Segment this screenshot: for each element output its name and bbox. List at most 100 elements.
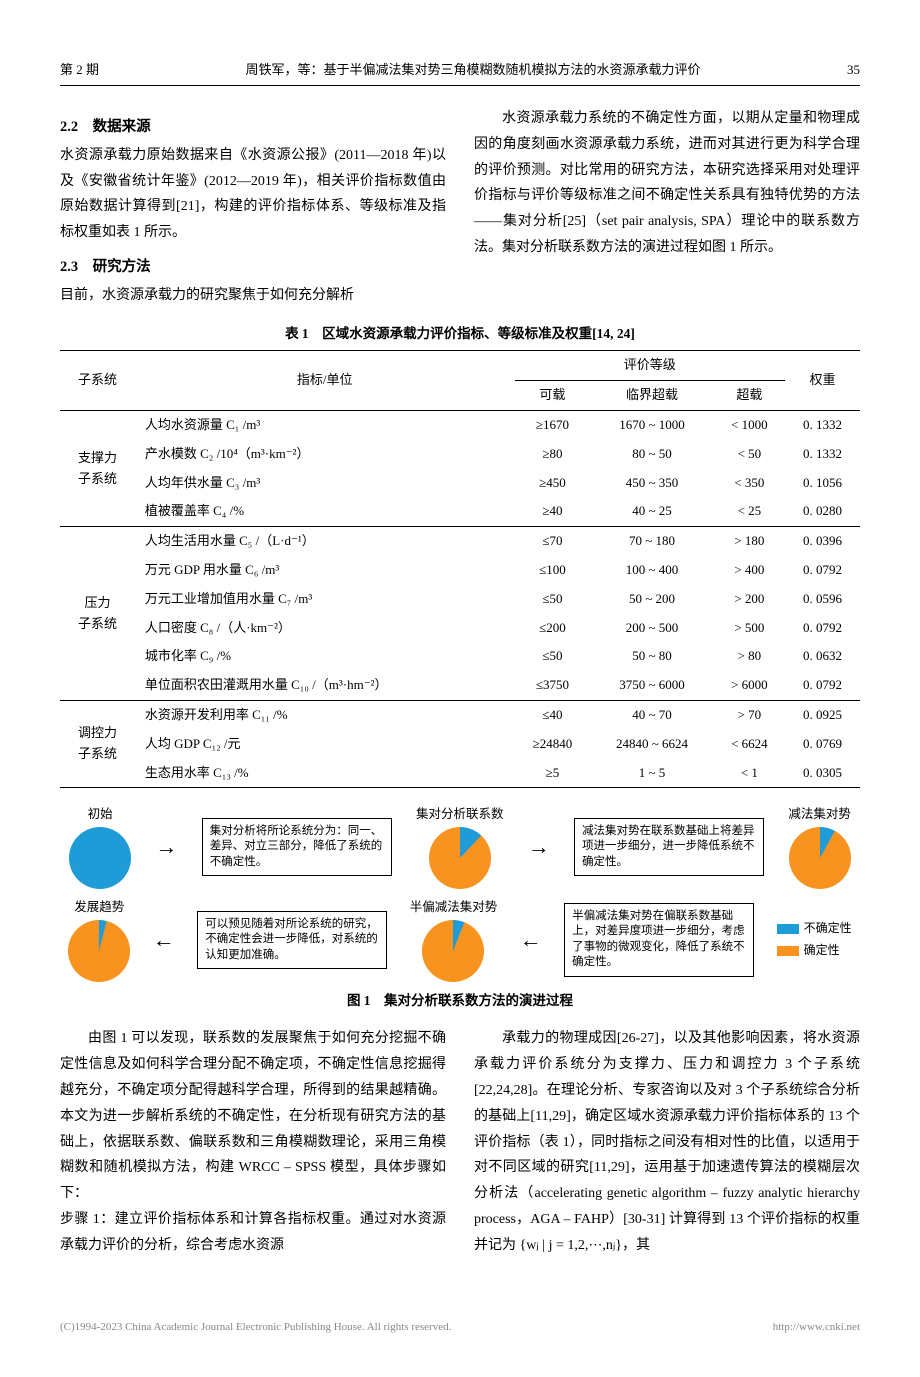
indicator-cell: 人均年供水量 C₃ /m³ [135, 469, 515, 498]
indicator-cell: 人均 GDP C₁₂ /元 [135, 730, 515, 759]
left-body: 由图 1 可以发现，联系数的发展聚焦于如何充分挖掘不确定性信息及如何科学合理分配… [60, 1026, 446, 1259]
section-22-head: 2.2 数据来源 [60, 114, 446, 141]
grade3-cell: < 350 [714, 469, 785, 498]
grade3-cell: < 25 [714, 497, 785, 526]
callout-2: 减法集对势在联系数基础上将差异项进一步细分，进一步降低系统不确定性。 [574, 818, 764, 877]
grade3-cell: > 80 [714, 642, 785, 671]
weight-cell: 0. 0792 [785, 671, 860, 700]
weight-cell: 0. 0925 [785, 701, 860, 730]
weight-cell: 0. 0792 [785, 614, 860, 643]
section-23-head: 2.3 研究方法 [60, 254, 446, 281]
indicator-cell: 单位面积农田灌溉用水量 C₁₀ /（m³·hm⁻²） [135, 671, 515, 700]
grade3-cell: < 6624 [714, 730, 785, 759]
pie-trend: 发展趋势 [68, 897, 130, 982]
weight-cell: 0. 1332 [785, 440, 860, 469]
pie-chart-icon [69, 827, 131, 889]
subsystem-cell: 支撑力子系统 [60, 411, 135, 527]
grade3-cell: > 180 [714, 527, 785, 556]
weight-cell: 0. 1332 [785, 411, 860, 440]
indicator-cell: 人均水资源量 C₁ /m³ [135, 411, 515, 440]
table-row: 人口密度 C₈ /（人·km⁻²）≤200200 ~ 500> 5000. 07… [60, 614, 860, 643]
grade1-cell: ≤40 [515, 701, 591, 730]
indicator-cell: 人均生活用水量 C₅ /（L·d⁻¹） [135, 527, 515, 556]
grade2-cell: 24840 ~ 6624 [590, 730, 713, 759]
grade3-cell: > 6000 [714, 671, 785, 700]
grade2-cell: 100 ~ 400 [590, 556, 713, 585]
table-row: 压力子系统人均生活用水量 C₅ /（L·d⁻¹）≤7070 ~ 180> 180… [60, 527, 860, 556]
th-weight: 权重 [785, 351, 860, 411]
grade2-cell: 50 ~ 200 [590, 585, 713, 614]
grade1-cell: ≥80 [515, 440, 591, 469]
grade1-cell: ≤70 [515, 527, 591, 556]
table-row: 人均 GDP C₁₂ /元≥2484024840 ~ 6624< 66240. … [60, 730, 860, 759]
weight-cell: 0. 0305 [785, 759, 860, 788]
grade2-cell: 200 ~ 500 [590, 614, 713, 643]
weight-cell: 0. 0792 [785, 556, 860, 585]
page-header: 第 2 期 周铁军，等：基于半偏减法集对势三角模糊数随机模拟方法的水资源承载力评… [60, 60, 860, 86]
grade2-cell: 3750 ~ 6000 [590, 671, 713, 700]
weight-cell: 0. 0769 [785, 730, 860, 759]
grade3-cell: < 1 [714, 759, 785, 788]
section-22-body: 水资源承载力原始数据来自《水资源公报》(2011—2018 年)以及《安徽省统计… [60, 148, 446, 241]
grade1-cell: ≥24840 [515, 730, 591, 759]
grade2-cell: 50 ~ 80 [590, 642, 713, 671]
right-column: 水资源承载力系统的不确定性方面，以期从定量和物理成因的角度刻画水资源承载力系统，… [474, 106, 860, 309]
pie-chart-icon [68, 920, 130, 982]
pie-half: 半偏减法集对势 [410, 897, 498, 982]
copyright: (C)1994-2023 China Academic Journal Elec… [60, 1319, 451, 1337]
th-g3: 超载 [714, 381, 785, 411]
grade1-cell: ≤200 [515, 614, 591, 643]
grade1-cell: ≥450 [515, 469, 591, 498]
grade3-cell: > 200 [714, 585, 785, 614]
table-row: 万元工业增加值用水量 C₇ /m³≤5050 ~ 200> 2000. 0596 [60, 585, 860, 614]
weight-cell: 0. 0632 [785, 642, 860, 671]
right-body: 承载力的物理成因[26-27]，以及其他影响因素，将水资源承载力评价系统分为支撑… [474, 1026, 860, 1259]
grade2-cell: 450 ~ 350 [590, 469, 713, 498]
grade2-cell: 1 ~ 5 [590, 759, 713, 788]
grade3-cell: < 1000 [714, 411, 785, 440]
table-row: 生态用水率 C₁₃ /%≥51 ~ 5< 10. 0305 [60, 759, 860, 788]
swatch-icon [777, 924, 799, 934]
pie-initial: 初始 [69, 804, 131, 889]
indicator-cell: 人口密度 C₈ /（人·km⁻²） [135, 614, 515, 643]
pie-chart-icon [789, 827, 851, 889]
table-row: 单位面积农田灌溉用水量 C₁₀ /（m³·hm⁻²）≤37503750 ~ 60… [60, 671, 860, 700]
left-column: 2.2 数据来源 水资源承载力原始数据来自《水资源公报》(2011—2018 年… [60, 106, 446, 309]
pie-spa: 集对分析联系数 [416, 804, 504, 889]
figure-legend: 不确定性 确定性 [777, 919, 852, 960]
table-row: 植被覆盖率 C₄ /%≥4040 ~ 25< 250. 0280 [60, 497, 860, 526]
page-number: 35 [847, 60, 860, 81]
grade2-cell: 40 ~ 25 [590, 497, 713, 526]
weight-cell: 0. 1056 [785, 469, 860, 498]
grade1-cell: ≥40 [515, 497, 591, 526]
intro-columns: 2.2 数据来源 水资源承载力原始数据来自《水资源公报》(2011—2018 年… [60, 106, 860, 309]
figure-1: 初始 → 集对分析将所论系统分为：同一、差异、对立三部分，降低了系统的不确定性。… [60, 804, 860, 982]
indicator-cell: 水资源开发利用率 C₁₁ /% [135, 701, 515, 730]
footer-url: http://www.cnki.net [773, 1319, 860, 1337]
th-subsystem: 子系统 [60, 351, 135, 411]
grade1-cell: ≤50 [515, 642, 591, 671]
grade2-cell: 70 ~ 180 [590, 527, 713, 556]
pie-chart-icon [429, 827, 491, 889]
grade2-cell: 1670 ~ 1000 [590, 411, 713, 440]
table-row: 人均年供水量 C₃ /m³≥450450 ~ 350< 3500. 1056 [60, 469, 860, 498]
indicator-cell: 万元 GDP 用水量 C₆ /m³ [135, 556, 515, 585]
table-row: 产水模数 C₂ /10⁴（m³·km⁻²）≥8080 ~ 50< 500. 13… [60, 440, 860, 469]
pie-sub: 减法集对势 [788, 804, 851, 889]
indicator-cell: 万元工业增加值用水量 C₇ /m³ [135, 585, 515, 614]
grade1-cell: ≤100 [515, 556, 591, 585]
grade3-cell: > 70 [714, 701, 785, 730]
figure-1-caption: 图 1 集对分析联系数方法的演进过程 [60, 990, 860, 1012]
weight-cell: 0. 0280 [785, 497, 860, 526]
issue-label: 第 2 期 [60, 60, 99, 81]
arrow-icon: → [155, 829, 177, 864]
th-indicator: 指标/单位 [135, 351, 515, 411]
running-title: 周铁军，等：基于半偏减法集对势三角模糊数随机模拟方法的水资源承载力评价 [246, 60, 701, 81]
arrow-icon: → [528, 829, 550, 864]
callout-3: 可以预见随着对所论系统的研究，不确定性会进一步降低，对系统的认知更加准确。 [197, 911, 387, 970]
swatch-icon [777, 946, 799, 956]
table-1-caption: 表 1 区域水资源承载力评价指标、等级标准及权重[14, 24] [60, 323, 860, 345]
table-row: 支撑力子系统人均水资源量 C₁ /m³≥16701670 ~ 1000< 100… [60, 411, 860, 440]
th-g1: 可载 [515, 381, 591, 411]
grade3-cell: < 50 [714, 440, 785, 469]
